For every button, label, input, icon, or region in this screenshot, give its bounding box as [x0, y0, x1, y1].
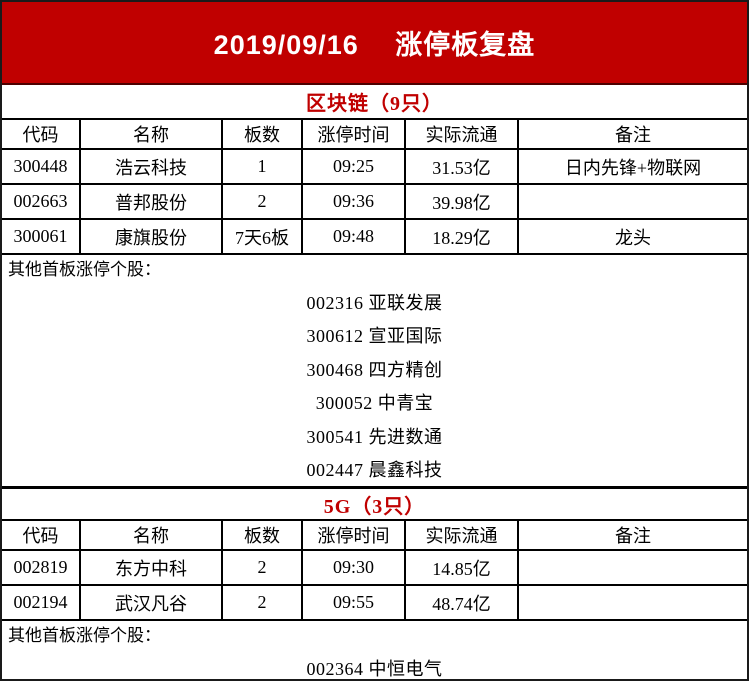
- cell-name: 武汉凡谷: [79, 584, 223, 621]
- column-header: 板数: [221, 519, 303, 551]
- table-header-row: 代码 名称 板数 涨停时间 实际流通 备注: [2, 118, 747, 150]
- cell-time: 09:30: [301, 549, 406, 586]
- section-5g: 5G（3只） 代码 名称 板数 涨停时间 实际流通 备注 002819 东方中科 2 09:30…: [2, 486, 747, 679]
- cell-float: 31.53亿: [404, 148, 519, 185]
- cell-note: [517, 584, 747, 621]
- cell-note: 日内先锋+物联网: [517, 148, 747, 185]
- others-label: 其他首板涨停个股：: [8, 626, 161, 645]
- cell-name: 康旗股份: [79, 218, 223, 255]
- page-title: 2019/09/16 涨停板复盘: [213, 30, 536, 60]
- other-stock-line: 300541 先进数通: [306, 426, 443, 447]
- column-header: 名称: [79, 519, 223, 551]
- table-header-row: 代码 名称 板数 涨停时间 实际流通 备注: [2, 519, 747, 551]
- column-header: 代码: [2, 519, 81, 551]
- table-row: 002663 普邦股份 2 09:36 39.98亿: [2, 183, 747, 220]
- cell-boards: 1: [221, 148, 303, 185]
- column-header: 实际流通: [404, 519, 519, 551]
- other-stock-line: 300052 中青宝: [315, 393, 434, 414]
- table-row: 002194 武汉凡谷 2 09:55 48.74亿: [2, 584, 747, 621]
- others-list-blockchain: 002316 亚联发展 300612 宣亚国际 300468 四方精创 300052 …: [2, 285, 747, 486]
- cell-time: 09:25: [301, 148, 406, 185]
- other-stock-line: 300612 宣亚国际: [306, 326, 443, 347]
- column-header: 涨停时间: [301, 519, 406, 551]
- other-stock-line: 300468 四方精创: [306, 359, 443, 380]
- column-header: 名称: [79, 118, 223, 150]
- other-stock-line: 002364 中恒电气: [306, 658, 443, 679]
- cell-float: 14.85亿: [404, 549, 519, 586]
- others-list-5g: 002364 中恒电气: [2, 651, 747, 679]
- cell-code: 002663: [2, 183, 81, 220]
- table-row: 300448 浩云科技 1 09:25 31.53亿 日内先锋+物联网: [2, 148, 747, 185]
- column-header: 实际流通: [404, 118, 519, 150]
- cell-code: 300061: [2, 218, 81, 255]
- cell-boards: 2: [221, 549, 303, 586]
- cell-boards: 2: [221, 183, 303, 220]
- other-stock-line: 002316 亚联发展: [306, 292, 443, 313]
- table-row: 300061 康旗股份 7天6板 09:48 18.29亿 龙头: [2, 218, 747, 255]
- cell-float: 39.98亿: [404, 183, 519, 220]
- section-title-blockchain: 区块链（9只）: [306, 93, 443, 115]
- column-header: 备注: [517, 519, 747, 551]
- section-blockchain: 区块链（9只） 代码 名称 板数 涨停时间 实际流通 备注 300448 浩云科技 1 09:2…: [2, 85, 747, 486]
- title-banner: 2019/09/16 涨停板复盘: [2, 2, 747, 85]
- column-header: 备注: [517, 118, 747, 150]
- column-header: 板数: [221, 118, 303, 150]
- cell-float: 48.74亿: [404, 584, 519, 621]
- column-header: 涨停时间: [301, 118, 406, 150]
- others-label: 其他首板涨停个股：: [8, 260, 161, 279]
- cell-code: 300448: [2, 148, 81, 185]
- blockchain-table: 代码 名称 板数 涨停时间 实际流通 备注 300448 浩云科技 1 09:25 31.53亿日…: [2, 118, 747, 255]
- other-stock-line: 002447 晨鑫科技: [306, 460, 443, 481]
- cell-time: 09:48: [301, 218, 406, 255]
- cell-name: 东方中科: [79, 549, 223, 586]
- cell-float: 18.29亿: [404, 218, 519, 255]
- section-title-5g: 5G（3只）: [323, 495, 426, 518]
- cell-note: [517, 549, 747, 586]
- column-header: 代码: [2, 118, 81, 150]
- cell-name: 浩云科技: [79, 148, 223, 185]
- cell-name: 普邦股份: [79, 183, 223, 220]
- cell-time: 09:36: [301, 183, 406, 220]
- cell-time: 09:55: [301, 584, 406, 621]
- cell-note: [517, 183, 747, 220]
- 5g-table: 代码 名称 板数 涨停时间 实际流通 备注 002819 东方中科 2 09:30 14.85亿 0…: [2, 519, 747, 621]
- cell-boards: 7天6板: [221, 218, 303, 255]
- table-row: 002819 东方中科 2 09:30 14.85亿: [2, 549, 747, 586]
- cell-note: 龙头: [517, 218, 747, 255]
- cell-code: 002819: [2, 549, 81, 586]
- cell-code: 002194: [2, 584, 81, 621]
- cell-boards: 2: [221, 584, 303, 621]
